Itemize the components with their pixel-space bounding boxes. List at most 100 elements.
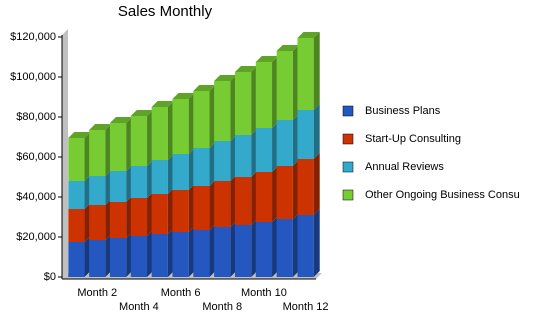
bar-segment	[151, 107, 168, 160]
bar-segment	[151, 194, 168, 234]
bar-side	[272, 56, 279, 128]
y-tick-label: $60,000	[16, 151, 56, 163]
bar-top	[193, 85, 216, 91]
bar-side	[230, 221, 237, 277]
bar-top	[255, 56, 279, 62]
bar-segment	[172, 154, 189, 190]
y-tick-label: $40,000	[16, 191, 56, 203]
bar-top	[68, 132, 91, 138]
bar-top	[89, 124, 112, 130]
bar-side	[272, 216, 279, 277]
bar-side	[105, 170, 112, 205]
bar-side	[230, 135, 237, 181]
x-tick-label: Month 10	[241, 287, 287, 299]
bar-segment	[234, 72, 252, 135]
bar-side	[167, 101, 174, 160]
bar-segment	[109, 171, 127, 202]
bar-segment	[68, 138, 85, 181]
bar-side	[292, 45, 299, 120]
bar-side	[209, 142, 216, 186]
bar-side	[209, 224, 216, 277]
bar-top	[109, 117, 133, 123]
bar-side	[126, 117, 133, 171]
bar-segment	[214, 141, 231, 181]
bar-segment	[109, 238, 127, 277]
bar-top	[151, 101, 174, 107]
chart-title: Sales Monthly	[118, 3, 213, 20]
bar-segment	[234, 225, 252, 277]
bar-top	[130, 110, 154, 116]
bar-side	[147, 230, 154, 277]
bar-side	[167, 154, 174, 194]
bar-side	[313, 32, 320, 110]
bar-side	[147, 110, 154, 166]
bar-segment	[193, 91, 210, 148]
bar-side	[272, 166, 279, 222]
x-tick-label: Month 6	[161, 287, 201, 299]
bar-segment	[255, 222, 273, 277]
bar-segment	[297, 38, 314, 110]
bar-side	[126, 232, 133, 277]
bar-segment	[109, 202, 127, 238]
bar-segment	[151, 160, 168, 194]
bar-segment	[234, 135, 252, 177]
bar-segment	[234, 177, 252, 225]
bar-segment	[276, 166, 293, 219]
bar-segment	[276, 120, 293, 166]
x-tick-label: Month 12	[283, 301, 329, 313]
bar-segment	[193, 148, 210, 186]
y-tick-label: $20,000	[16, 231, 56, 243]
legend-swatch	[342, 105, 354, 117]
bar-side	[292, 213, 299, 277]
bar-segment	[68, 242, 85, 277]
bar-segment	[297, 110, 314, 159]
legend-label: Other Ongoing Business Consu	[365, 189, 520, 201]
bar-segment	[255, 172, 273, 222]
bar-segment	[193, 230, 210, 277]
bar-side	[105, 234, 112, 277]
bar-segment	[151, 234, 168, 277]
bar-segment	[130, 116, 148, 166]
bar-segment	[172, 190, 189, 232]
bar-segment	[276, 51, 293, 120]
bar-segment	[255, 128, 273, 172]
bar-top	[297, 32, 320, 38]
bar-segment	[130, 198, 148, 236]
bar-side	[147, 160, 154, 198]
bar-top	[172, 93, 195, 99]
bar-side	[188, 93, 195, 154]
bar-segment	[89, 176, 106, 205]
legend-label: Business Plans	[365, 105, 441, 117]
bar-side	[230, 175, 237, 227]
bar-side	[209, 85, 216, 148]
bar-segment	[214, 181, 231, 227]
bar-side	[84, 236, 91, 277]
bar-segment	[214, 81, 231, 141]
bar-segment	[109, 123, 127, 171]
bar-side	[292, 114, 299, 166]
bar-side	[272, 122, 279, 172]
bar-segment	[68, 209, 85, 242]
y-tick-label: $100,000	[10, 71, 56, 83]
bar-segment	[89, 240, 106, 277]
bar-segment	[193, 186, 210, 230]
bar-side	[230, 75, 237, 141]
back-wall-side	[62, 29, 68, 279]
bar-side	[84, 132, 91, 181]
bar-side	[84, 203, 91, 242]
x-tick-label: Month 2	[77, 287, 117, 299]
bar-side	[105, 124, 112, 176]
bar-side	[167, 228, 174, 277]
bar-segment	[214, 227, 231, 277]
bar-segment	[130, 166, 148, 198]
bar-side	[147, 192, 154, 236]
y-tick-label: $0	[44, 271, 56, 283]
bar-side	[167, 188, 174, 234]
bar-side	[251, 66, 258, 135]
bar-segment	[255, 62, 273, 128]
bar-side	[126, 165, 133, 202]
x-tick-label: Month 4	[119, 301, 159, 313]
bar-top	[276, 45, 299, 51]
bar-top	[214, 75, 237, 81]
